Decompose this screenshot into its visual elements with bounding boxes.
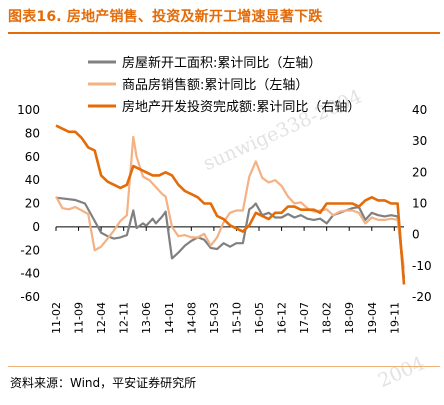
- right-y-tick-label: -20: [412, 290, 432, 304]
- x-tick-label: 12-11: [118, 302, 131, 334]
- x-tick-label: 14-08: [185, 302, 198, 334]
- title-rule: [8, 32, 440, 34]
- left-y-tick-label: -20: [20, 243, 40, 257]
- line-chart: 房屋新开工面积:累计同比（左轴） 商品房销售额:累计同比（左轴） 房地产开发投资完成…: [17, 55, 432, 334]
- left-y-tick-label: -60: [20, 290, 40, 304]
- x-tick-label: 16-12: [276, 302, 289, 334]
- left-y-tick-label: -40: [20, 267, 40, 281]
- chart-axes: 100806040200-20-40-60403020100-10-2011-0…: [17, 103, 432, 334]
- x-tick-label: 15-03: [208, 302, 221, 334]
- left-y-tick-label: 60: [25, 150, 40, 164]
- x-tick-label: 18-02: [321, 302, 334, 334]
- right-y-tick-label: 40: [412, 103, 427, 117]
- left-y-tick-label: 20: [25, 197, 40, 211]
- right-y-tick-label: -10: [412, 259, 432, 273]
- left-y-tick-label: 80: [25, 126, 40, 140]
- x-tick-label: 18-09: [343, 302, 356, 334]
- legend-label-3: 房地产开发投资完成额:累计同比（右轴）: [122, 99, 360, 115]
- x-tick-label: 15-10: [230, 302, 243, 334]
- legend-label-2: 商品房销售额:累计同比（左轴）: [122, 77, 308, 93]
- x-tick-label: 17-07: [298, 302, 311, 334]
- x-tick-label: 13-06: [140, 302, 153, 334]
- chart-series: [55, 124, 406, 285]
- left-y-tick-label: 0: [32, 220, 40, 234]
- x-tick-label: 16-05: [253, 302, 266, 334]
- left-y-tick-label: 100: [17, 103, 40, 117]
- x-tick-label: 19-11: [388, 302, 401, 334]
- legend-label-1: 房屋新开工面积:累计同比（左轴）: [122, 55, 321, 71]
- x-tick-label: 12-04: [95, 302, 108, 334]
- x-tick-label: 14-01: [163, 302, 176, 334]
- right-y-tick-label: 30: [412, 134, 427, 148]
- x-tick-label: 19-04: [366, 302, 379, 334]
- right-y-tick-label: 20: [412, 165, 427, 179]
- series-line-3: [55, 124, 406, 285]
- left-y-tick-label: 40: [25, 173, 40, 187]
- source-note: 资料来源：Wind，平安证券研究所: [10, 376, 197, 390]
- figure-title: 图表16. 房地产销售、投资及新开工增速显著下跌: [8, 9, 323, 25]
- series-line-2: [55, 135, 406, 270]
- right-y-tick-label: 0: [412, 228, 420, 242]
- right-y-tick-label: 10: [412, 197, 427, 211]
- x-tick-label: 11-02: [50, 302, 63, 334]
- x-tick-label: 11-09: [73, 302, 86, 334]
- chart-legend: 房屋新开工面积:累计同比（左轴） 商品房销售额:累计同比（左轴） 房地产开发投资完成…: [88, 55, 360, 115]
- footer-rule: [8, 366, 440, 367]
